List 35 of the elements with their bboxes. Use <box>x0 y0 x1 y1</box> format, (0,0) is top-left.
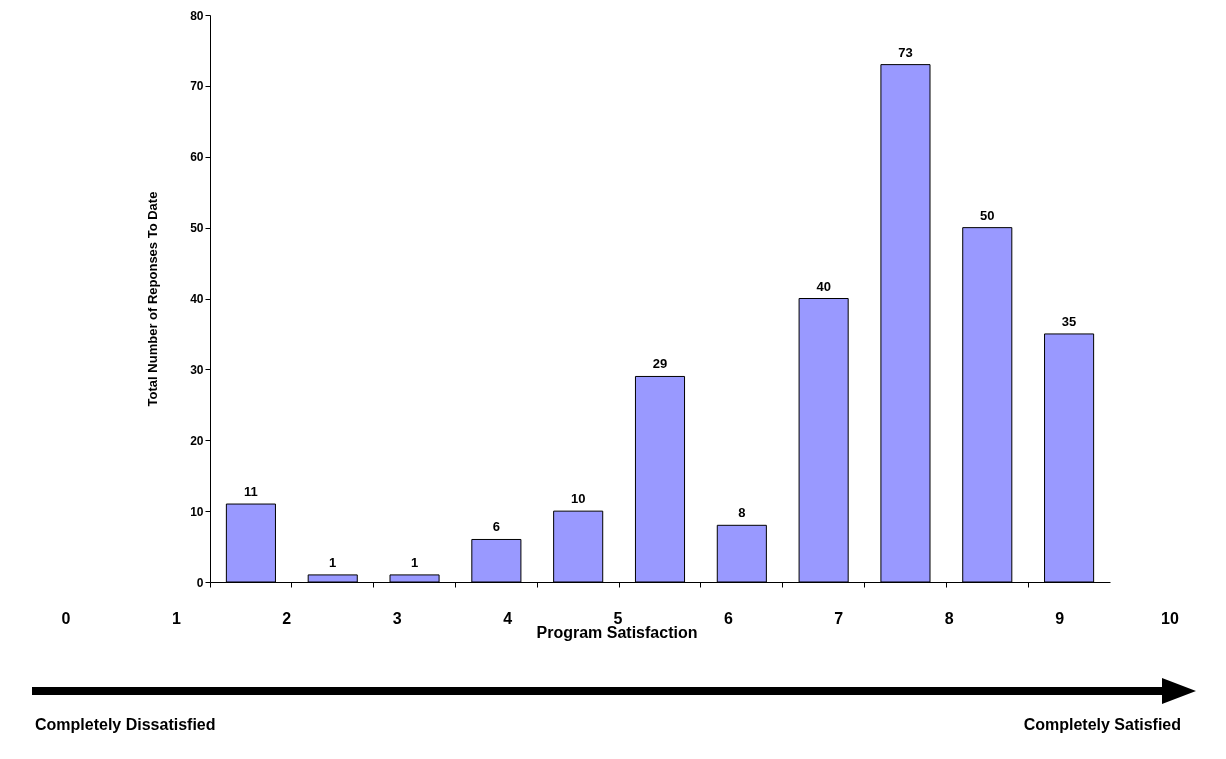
y-tick-label: 20 <box>190 433 204 448</box>
text: 4 <box>503 610 513 628</box>
y-tick-label: 30 <box>190 362 204 377</box>
data-label: 8 <box>738 505 746 521</box>
y-tick-label: 0 <box>196 575 204 590</box>
y-tick-label: 40 <box>190 292 204 306</box>
data-label: 11 <box>244 484 258 500</box>
text: 8 <box>944 610 954 628</box>
text: 6 <box>723 610 733 628</box>
data-label: 35 <box>1061 313 1077 329</box>
y-tick-label: 10 <box>190 504 204 519</box>
data-label: 10 <box>570 491 586 507</box>
y-tick-label: 80 <box>190 8 204 23</box>
text: 1 <box>171 610 181 628</box>
data-label: 1 <box>329 554 337 570</box>
data-label: 40 <box>816 278 831 294</box>
data-label: 1 <box>410 554 419 570</box>
x-axis-title: Program Satisfaction <box>536 624 698 642</box>
data-label: 50 <box>980 207 995 223</box>
text: 7 <box>834 610 844 628</box>
y-tick-label: 60 <box>190 150 204 165</box>
text: 10 <box>1161 610 1179 628</box>
y-tick-label: 50 <box>190 221 204 236</box>
text: Completely Satisfied <box>1023 716 1181 734</box>
text: 5 <box>613 610 623 627</box>
text: 2 <box>282 610 292 628</box>
text: 3 <box>392 610 402 628</box>
text: Completely Dissatisfied <box>35 716 216 734</box>
data-label: 29 <box>652 356 668 372</box>
y-axis-title: Total Number of Reponses To Date <box>145 191 161 407</box>
text: 9 <box>1055 610 1065 628</box>
data-label: 6 <box>492 519 500 535</box>
data-label: 73 <box>898 44 913 60</box>
y-tick-label: 70 <box>190 79 204 94</box>
text: 0 <box>61 610 71 628</box>
